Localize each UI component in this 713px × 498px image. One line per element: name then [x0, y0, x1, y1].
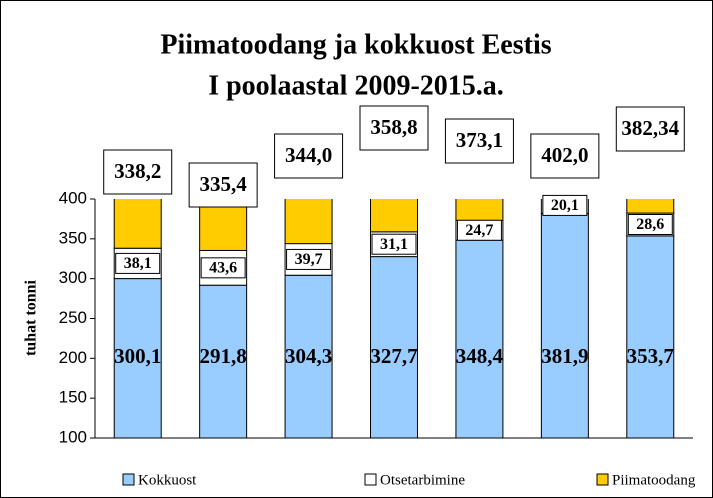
bar-segment [284, 274, 333, 438]
legend-swatch [364, 473, 377, 486]
data-label-box [456, 219, 502, 241]
y-tick-label: 350 [59, 228, 87, 247]
data-label: 304,3 [285, 344, 332, 368]
bar-segment [284, 199, 333, 245]
y-tick-label: 300 [59, 268, 87, 287]
y-tick-label: 200 [59, 348, 87, 367]
data-label-box [627, 213, 673, 235]
data-label-box [103, 149, 173, 195]
data-label: 344,0 [285, 143, 332, 167]
data-label: 300,1 [114, 344, 161, 368]
data-label: 348,4 [456, 344, 504, 368]
data-label: 353,7 [627, 344, 674, 368]
data-label: 381,9 [541, 344, 588, 368]
data-label: 24,7 [465, 222, 493, 239]
y-tick-label: 250 [59, 308, 87, 327]
data-label: 327,7 [370, 344, 417, 368]
data-label: 358,8 [370, 115, 417, 139]
data-label-box [615, 106, 685, 152]
y-tick-label: 100 [59, 427, 87, 446]
legend-label: Otsetarbimine [380, 472, 465, 488]
bar-segment [113, 199, 162, 249]
data-label: 28,6 [636, 216, 664, 233]
legend-label: Kokkuost [138, 472, 197, 488]
data-label: 20,1 [551, 197, 579, 214]
data-label: 373,1 [456, 128, 503, 152]
bar-segment [199, 199, 248, 251]
data-label-box [115, 252, 161, 274]
bar-segment [370, 199, 418, 233]
bar-segment [626, 235, 675, 438]
plot-area [113, 199, 675, 438]
data-label: 402,0 [541, 143, 588, 167]
data-label: 335,4 [200, 172, 248, 196]
chart-subtitle: I poolaastal 2009-2015.a. [208, 70, 504, 101]
data-label: 38,1 [124, 255, 152, 272]
legend-label: Piimatoodang [612, 472, 696, 488]
y-tick-label: 400 [59, 188, 87, 207]
data-label: 31,1 [380, 236, 408, 253]
y-tick-label: 150 [59, 388, 87, 407]
legend-swatch [122, 473, 135, 486]
y-axis-label: tuhat tonni [23, 279, 40, 356]
data-label-box [200, 257, 246, 279]
data-label: 39,7 [295, 251, 323, 268]
bar-segment [455, 239, 504, 438]
bar-segment [540, 212, 589, 438]
data-label: 338,2 [114, 159, 161, 183]
bar-segment [370, 256, 418, 438]
data-label-box [542, 194, 588, 216]
data-label-box [359, 105, 429, 151]
data-label-box [371, 233, 417, 255]
bar-segment [199, 284, 248, 438]
data-label-box [530, 133, 600, 179]
data-label-box [286, 248, 332, 270]
data-label-box [274, 133, 344, 179]
legend-swatch [596, 473, 609, 486]
chart-title: Piimatoodang ja kokkuost Eestis [160, 29, 551, 60]
bar-segment [113, 278, 162, 438]
data-label: 43,6 [209, 260, 237, 277]
data-label-box [188, 162, 258, 208]
data-label: 382,34 [621, 116, 679, 140]
data-label: 291,8 [200, 344, 247, 368]
bar-segment [626, 199, 675, 214]
data-label-box [444, 118, 514, 164]
